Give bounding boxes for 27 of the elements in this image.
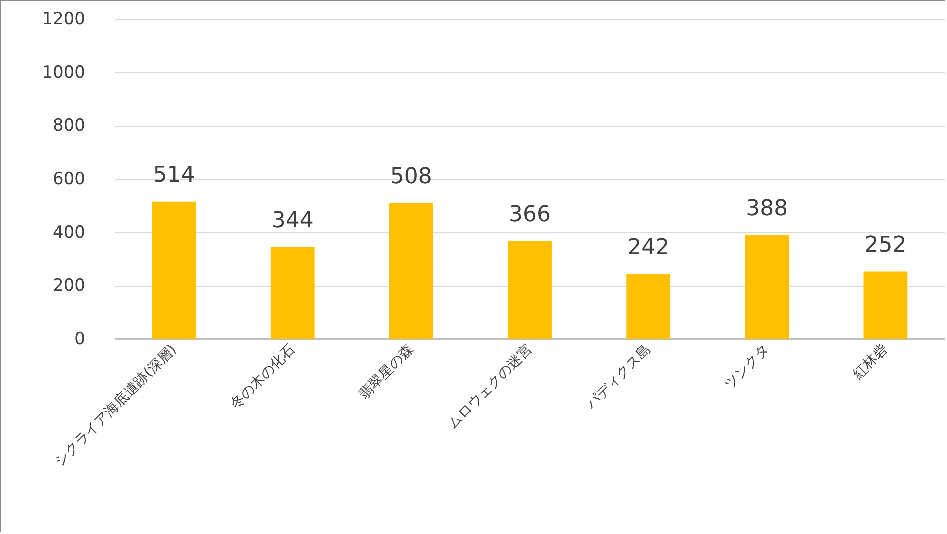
data-label: 514	[153, 162, 196, 188]
x-tick-label: ツンクタ	[722, 342, 773, 393]
x-tick-label: ムロウェクの迷宮	[445, 342, 536, 432]
data-label: 252	[864, 232, 907, 258]
bar	[745, 236, 790, 339]
bar	[626, 274, 671, 339]
y-tick-label: 800	[53, 116, 86, 136]
y-tick-label: 0	[74, 330, 86, 350]
x-tick-label: パディクス島	[582, 342, 654, 414]
y-tick-label: 200	[53, 276, 86, 296]
y-tick-label: 1000	[42, 62, 86, 83]
bar	[152, 202, 196, 339]
y-tick-label: 600	[53, 170, 86, 190]
bar	[389, 204, 434, 339]
data-label: 242	[628, 235, 670, 260]
y-tick-label: 400	[53, 222, 86, 243]
x-tick-label: 翡翠星の森	[356, 342, 418, 403]
bar	[864, 272, 908, 339]
y-tick-label: 1200	[42, 10, 86, 30]
data-label: 344	[272, 208, 314, 234]
bar	[270, 247, 315, 339]
x-tick-label: 紅林砦	[850, 342, 892, 383]
bar	[508, 241, 552, 339]
data-label: 508	[390, 164, 432, 190]
data-label: 366	[509, 202, 551, 228]
data-label: 388	[746, 196, 788, 222]
x-tick-label: 冬の木の化石	[228, 342, 299, 413]
